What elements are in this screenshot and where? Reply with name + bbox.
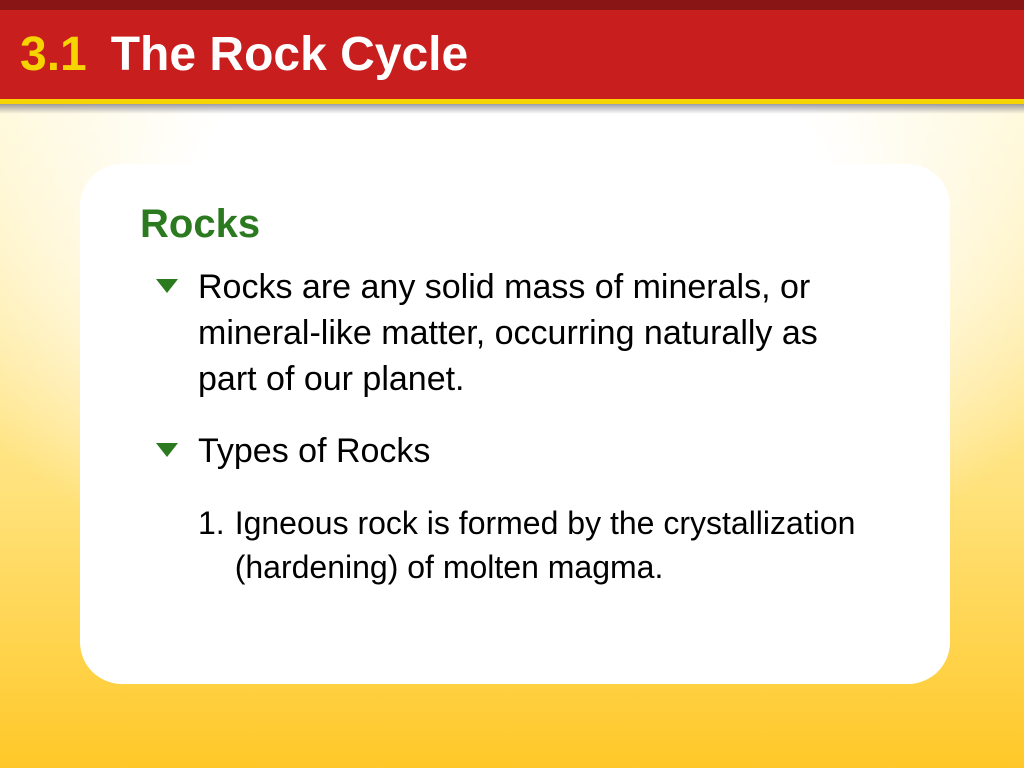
bullet-item: Types of Rocks (140, 429, 900, 475)
bullet-text: Rocks are any solid mass of minerals, or… (198, 265, 878, 403)
sub-item-text: Igneous rock is formed by the crystalliz… (235, 501, 900, 589)
card-title: Rocks (140, 202, 900, 247)
header-shadow (0, 104, 1024, 114)
bullet-item: Rocks are any solid mass of minerals, or… (140, 265, 900, 403)
section-number: 3.1 (20, 27, 87, 82)
triangle-bullet-icon (156, 279, 178, 293)
sub-item-number: 1. (198, 501, 225, 589)
triangle-bullet-icon (156, 443, 178, 457)
header-band: 3.1 The Rock Cycle (0, 0, 1024, 104)
bullet-text: Types of Rocks (198, 429, 430, 475)
body-background: Rocks Rocks are any solid mass of minera… (0, 104, 1024, 768)
content-card: Rocks Rocks are any solid mass of minera… (80, 164, 950, 684)
section-title: The Rock Cycle (111, 27, 468, 82)
sub-list-item: 1. Igneous rock is formed by the crystal… (198, 501, 900, 589)
